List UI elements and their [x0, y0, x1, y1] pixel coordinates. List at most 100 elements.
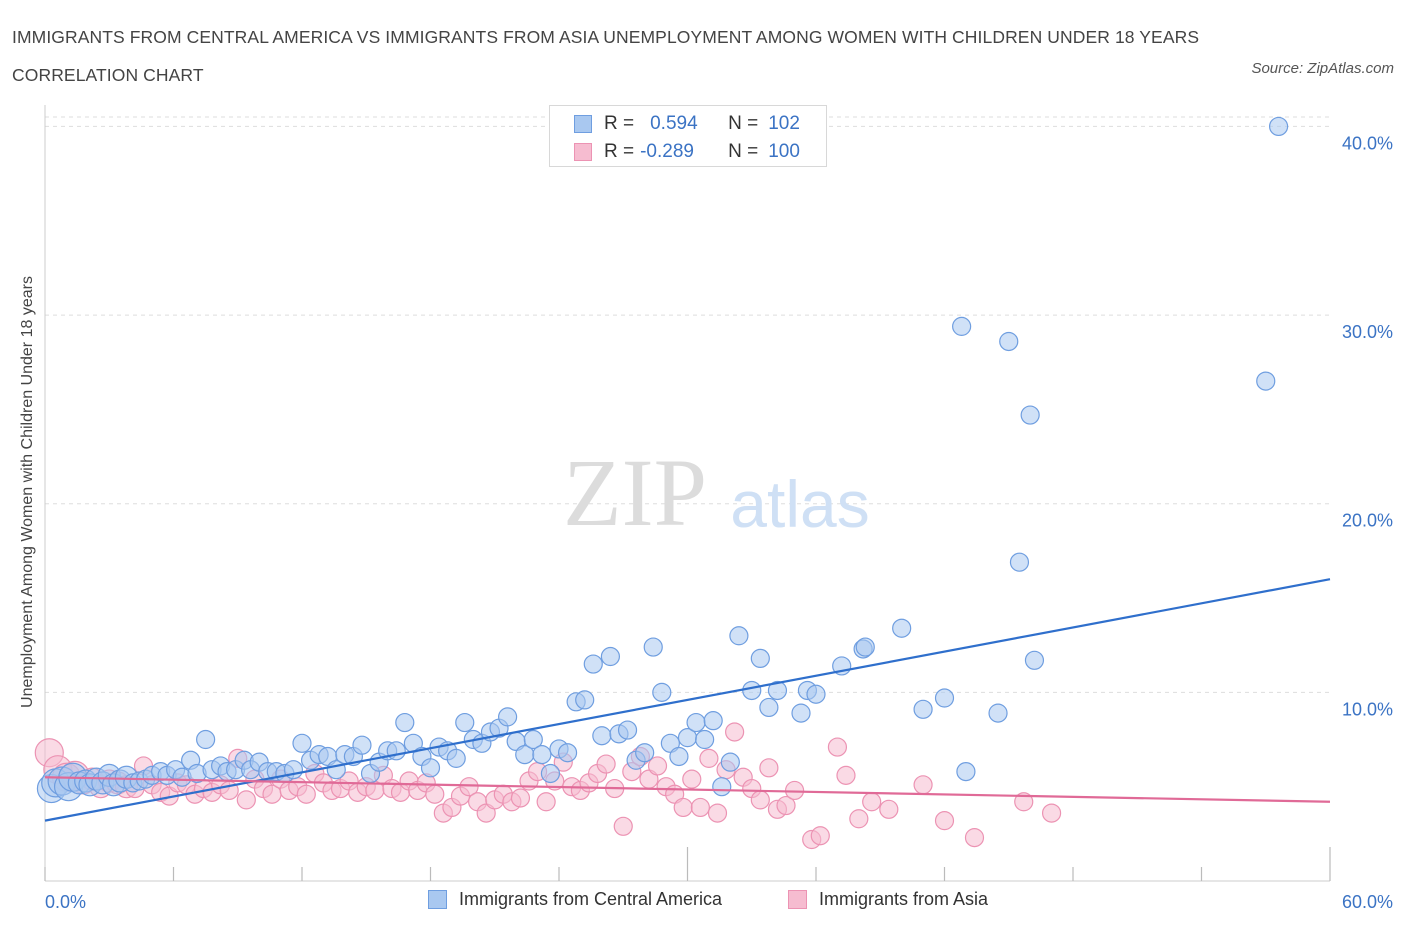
legend-r-value: 0.594: [650, 113, 698, 134]
data-point: [952, 316, 972, 336]
data-point: [296, 784, 316, 804]
data-point: [849, 809, 869, 829]
data-point: [836, 765, 856, 785]
data-point: [1024, 650, 1045, 670]
legend-row-central-america: R = 0.594 N = 102: [574, 110, 800, 138]
data-point: [913, 699, 933, 719]
data-point: [669, 746, 689, 767]
x-tick-label: 0.0%: [45, 892, 86, 912]
data-point: [523, 729, 543, 750]
data-point: [532, 745, 552, 765]
data-point: [446, 748, 466, 768]
series-asia-points: [34, 722, 1062, 850]
data-point: [196, 729, 216, 750]
legend-n-label: N =: [728, 141, 759, 162]
data-point: [652, 682, 672, 702]
data-point: [459, 777, 479, 797]
trend-lines: [44, 578, 1331, 822]
legend-n-value: 100: [768, 141, 800, 162]
chart-title: IMMIGRANTS FROM CENTRAL AMERICA VS IMMIG…: [12, 27, 1200, 85]
data-point: [510, 788, 531, 808]
data-point: [934, 811, 955, 831]
data-point: [964, 828, 985, 848]
data-point: [540, 763, 561, 784]
legend-row-asia: R = -0.289 N = 100: [574, 138, 800, 166]
data-point: [617, 720, 638, 740]
legend-r-value: -0.289: [640, 141, 694, 162]
data-point: [592, 726, 612, 746]
data-point: [635, 743, 655, 763]
y-tick-label: 20.0%: [1342, 511, 1393, 531]
data-point: [913, 775, 933, 795]
data-point: [1009, 552, 1030, 572]
data-point: [673, 797, 693, 818]
data-point: [352, 735, 372, 755]
data-point: [729, 626, 749, 646]
data-point: [575, 690, 595, 710]
data-point: [806, 684, 826, 704]
legend-swatch-blue: [428, 890, 447, 909]
legend-n-value: 102: [768, 113, 800, 134]
data-point: [647, 756, 668, 776]
data-point: [712, 777, 732, 797]
data-point: [988, 703, 1008, 723]
data-point: [742, 680, 762, 701]
data-point: [827, 737, 848, 757]
data-point: [596, 754, 616, 774]
data-point: [1268, 116, 1289, 137]
data-point: [236, 790, 256, 810]
data-point: [707, 803, 728, 823]
x-tick-label: 60.0%: [1342, 892, 1393, 912]
data-point: [583, 654, 603, 674]
legend-label: Immigrants from Central America: [459, 889, 723, 909]
data-point: [767, 680, 788, 701]
legend-swatch-pink: [788, 890, 807, 909]
gridlines: [45, 116, 1330, 693]
data-point: [759, 758, 779, 778]
data-point: [1020, 405, 1040, 425]
data-point: [600, 646, 621, 667]
data-point: [420, 758, 441, 778]
data-point: [695, 729, 715, 750]
data-point: [1014, 792, 1034, 812]
data-point: [613, 816, 633, 836]
data-point: [686, 712, 706, 733]
data-point: [725, 722, 745, 742]
data-point: [682, 769, 702, 789]
data-point: [557, 743, 578, 763]
tick-labels: 10.0% 20.0% 30.0% 40.0% 0.0% 60.0%: [45, 133, 1393, 912]
data-point: [720, 752, 740, 772]
data-point: [536, 792, 556, 812]
data-point: [1256, 371, 1276, 391]
legend-n-label: N =: [728, 113, 759, 134]
data-point: [699, 748, 719, 768]
data-point: [956, 761, 976, 782]
data-point: [759, 697, 779, 718]
legend-label: Immigrants from Asia: [819, 889, 989, 909]
y-tick-label: 40.0%: [1342, 133, 1393, 153]
legend-swatch-pink: [574, 143, 592, 161]
data-point: [892, 618, 912, 638]
data-point: [455, 712, 475, 733]
data-point: [810, 826, 830, 846]
trend-line-asia: [44, 776, 1331, 803]
legend-swatch-blue: [574, 115, 592, 133]
data-point: [862, 792, 882, 812]
legend-item-asia: Immigrants from Asia: [788, 889, 988, 910]
legend-r-label: R =: [604, 113, 635, 134]
source-label: Source: ZipAtlas.com: [1251, 60, 1394, 77]
data-point: [292, 733, 312, 753]
legend-item-central-america: Immigrants from Central America: [428, 889, 722, 910]
data-point: [879, 799, 899, 819]
data-point: [791, 703, 811, 723]
data-point: [999, 331, 1019, 352]
data-point: [643, 637, 663, 657]
y-tick-label: 10.0%: [1342, 699, 1393, 719]
stats-legend: R = 0.594 N = 102 R = -0.289 N = 100: [549, 105, 827, 167]
data-point: [934, 688, 955, 708]
data-point: [1041, 803, 1062, 823]
watermark: ZIP atlas: [563, 439, 870, 546]
data-point: [750, 790, 770, 810]
watermark-zip: ZIP: [563, 439, 707, 546]
